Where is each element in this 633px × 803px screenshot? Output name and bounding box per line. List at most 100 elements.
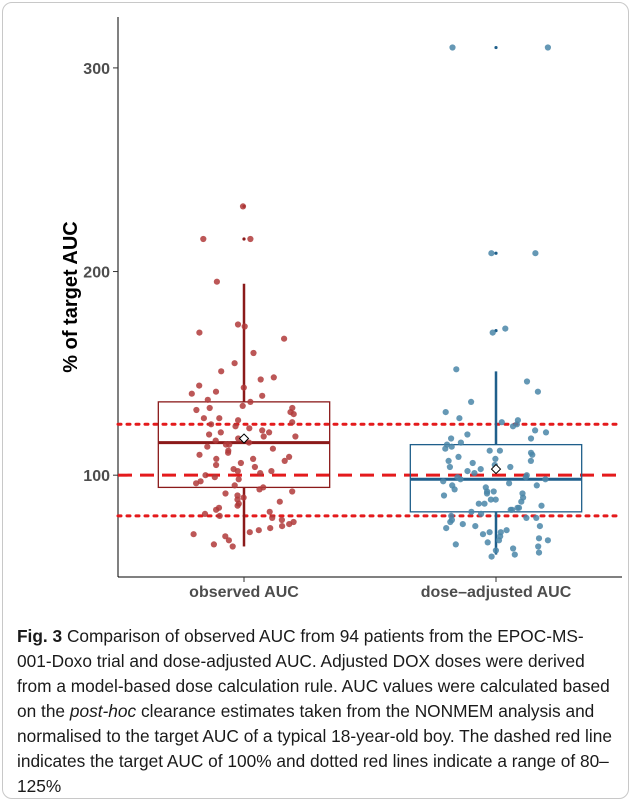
data-point — [267, 525, 274, 532]
data-point — [216, 415, 223, 422]
data-point — [234, 502, 241, 509]
data-point — [496, 447, 503, 454]
outlier-point — [494, 251, 498, 255]
data-point — [475, 500, 482, 507]
data-point — [218, 368, 225, 375]
data-point — [290, 411, 297, 418]
data-point — [206, 431, 213, 438]
data-point — [464, 468, 471, 475]
data-point — [204, 443, 211, 450]
data-point — [190, 531, 197, 538]
data-point — [202, 472, 209, 479]
data-point — [487, 496, 494, 503]
data-point — [257, 376, 264, 383]
data-point — [235, 476, 242, 483]
data-point — [279, 523, 286, 530]
data-point — [451, 486, 458, 493]
data-point — [269, 445, 276, 452]
data-point — [457, 439, 464, 446]
data-point — [488, 553, 495, 560]
data-point — [488, 250, 495, 257]
data-point — [286, 521, 293, 528]
x-tick-label: dose–adjusted AUC — [421, 584, 572, 601]
data-point — [495, 537, 503, 544]
data-point — [281, 457, 288, 464]
caption-italic: post-hoc — [69, 701, 137, 721]
data-point — [286, 453, 293, 460]
data-point — [289, 419, 296, 426]
data-point — [266, 508, 273, 515]
data-point — [276, 498, 283, 505]
y-axis-label: % of target AUC — [60, 221, 82, 372]
data-point — [204, 396, 211, 403]
data-point — [246, 425, 253, 432]
data-point — [201, 510, 209, 517]
data-point — [449, 44, 456, 51]
data-point — [456, 415, 463, 422]
data-point — [544, 44, 552, 51]
data-point — [278, 516, 285, 524]
data-point — [508, 506, 516, 513]
data-point — [225, 537, 232, 544]
data-point — [518, 498, 525, 505]
data-point — [256, 486, 263, 493]
data-point — [212, 437, 219, 444]
data-point — [468, 508, 475, 515]
data-point — [225, 449, 232, 456]
data-point — [241, 323, 248, 330]
data-point — [222, 533, 229, 540]
data-point — [527, 435, 535, 442]
data-point — [234, 468, 241, 475]
mean-marker — [238, 433, 250, 444]
data-point — [479, 531, 487, 538]
data-point — [231, 482, 238, 489]
data-point — [229, 543, 236, 550]
data-point — [193, 406, 200, 414]
data-point — [502, 325, 509, 332]
data-point — [213, 461, 220, 469]
data-point — [492, 496, 499, 503]
y-tick-label: 100 — [83, 468, 110, 485]
data-point — [489, 329, 496, 336]
data-point — [534, 388, 542, 395]
data-point — [532, 427, 539, 434]
data-point — [506, 480, 513, 487]
data-point — [246, 529, 253, 536]
data-point — [240, 494, 247, 501]
data-point — [459, 521, 466, 528]
data-point — [239, 203, 247, 210]
data-point — [266, 429, 273, 436]
data-point — [443, 525, 450, 532]
data-point — [503, 527, 510, 534]
data-point — [529, 451, 536, 458]
data-point — [210, 541, 217, 548]
data-point — [457, 476, 464, 483]
data-point — [445, 457, 452, 464]
data-point — [289, 488, 296, 495]
data-point — [448, 443, 455, 450]
data-point — [509, 423, 517, 430]
data-point — [231, 360, 238, 367]
data-point — [442, 445, 449, 452]
data-point — [544, 537, 552, 544]
data-point — [492, 455, 499, 462]
data-point — [200, 235, 207, 243]
data-point — [490, 488, 497, 495]
data-point — [477, 466, 484, 473]
data-point — [472, 523, 479, 530]
data-point — [440, 478, 447, 485]
data-point — [235, 435, 242, 442]
data-point — [498, 419, 505, 426]
data-point — [527, 457, 535, 464]
data-point — [519, 490, 526, 497]
data-point — [455, 453, 462, 460]
data-point — [523, 514, 530, 522]
data-point — [497, 529, 504, 536]
data-point — [486, 447, 493, 454]
data-point — [542, 429, 550, 436]
data-point — [247, 235, 254, 243]
data-point — [452, 541, 459, 548]
data-point — [257, 470, 264, 477]
data-point — [464, 431, 471, 438]
data-point — [446, 463, 453, 471]
